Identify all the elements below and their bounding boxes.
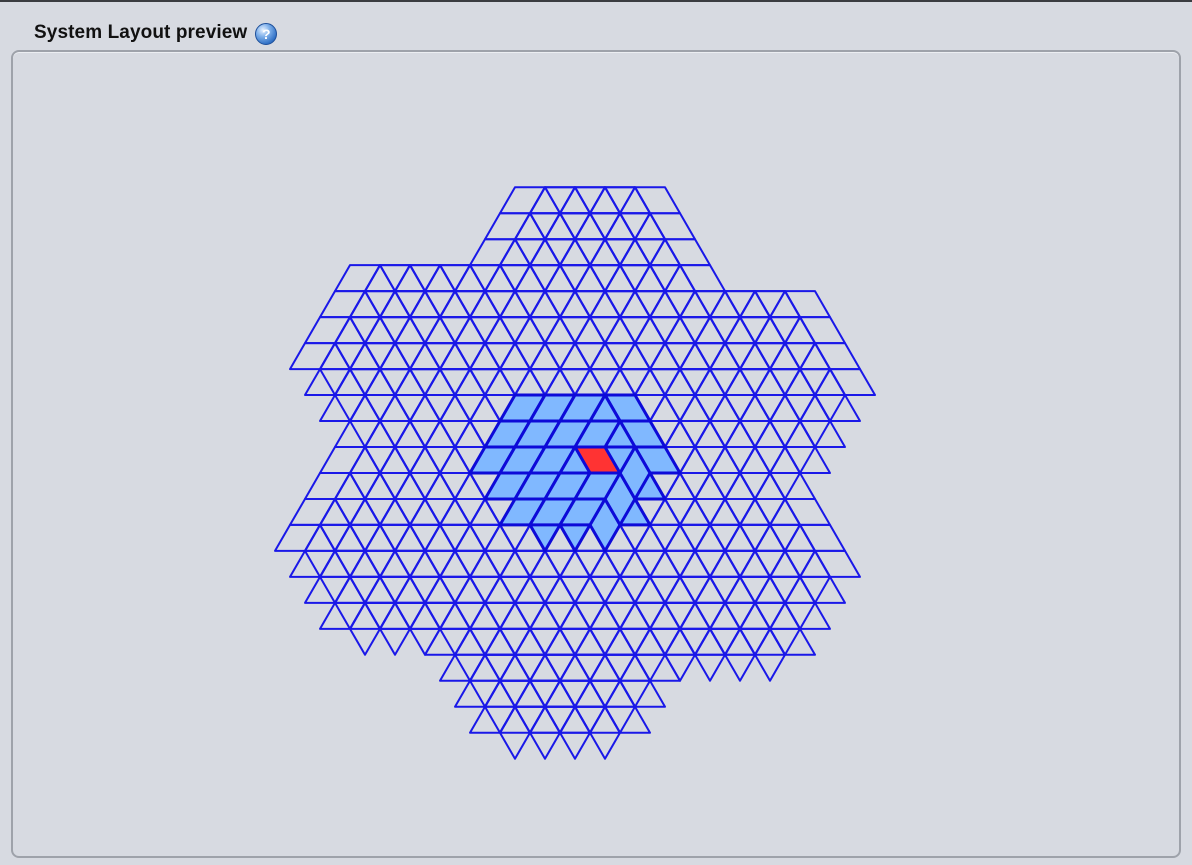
layout-cell[interactable]: [574, 575, 621, 604]
panel-header: System Layout preview ?: [34, 16, 278, 50]
layout-cell[interactable]: [604, 212, 651, 241]
panel-title: System Layout preview: [34, 22, 248, 43]
layout-cell[interactable]: [604, 627, 651, 656]
layout-cell-highlighted[interactable]: [558, 393, 607, 423]
layout-cells: [274, 186, 876, 760]
layout-cell[interactable]: [619, 238, 666, 267]
layout-cell[interactable]: [769, 549, 816, 578]
layout-cell[interactable]: [634, 264, 681, 293]
layout-cell[interactable]: [769, 342, 816, 371]
layout-cell[interactable]: [424, 472, 471, 500]
layout-cell[interactable]: [784, 368, 831, 396]
layout-cell-selected[interactable]: [573, 445, 622, 475]
layout-cell[interactable]: [559, 549, 606, 578]
layout-cell[interactable]: [454, 523, 501, 552]
layout-cell[interactable]: [754, 316, 801, 345]
layout-cell[interactable]: [439, 498, 486, 526]
layout-cell[interactable]: [739, 498, 786, 526]
layout-cell[interactable]: [724, 472, 771, 500]
layout-cell[interactable]: [754, 523, 801, 552]
layout-cell[interactable]: [589, 186, 636, 215]
window-top-edge: [0, 0, 1192, 2]
layout-cell[interactable]: [739, 290, 786, 319]
question-mark-icon[interactable]: ?: [255, 22, 278, 45]
layout-cell[interactable]: [589, 601, 636, 630]
